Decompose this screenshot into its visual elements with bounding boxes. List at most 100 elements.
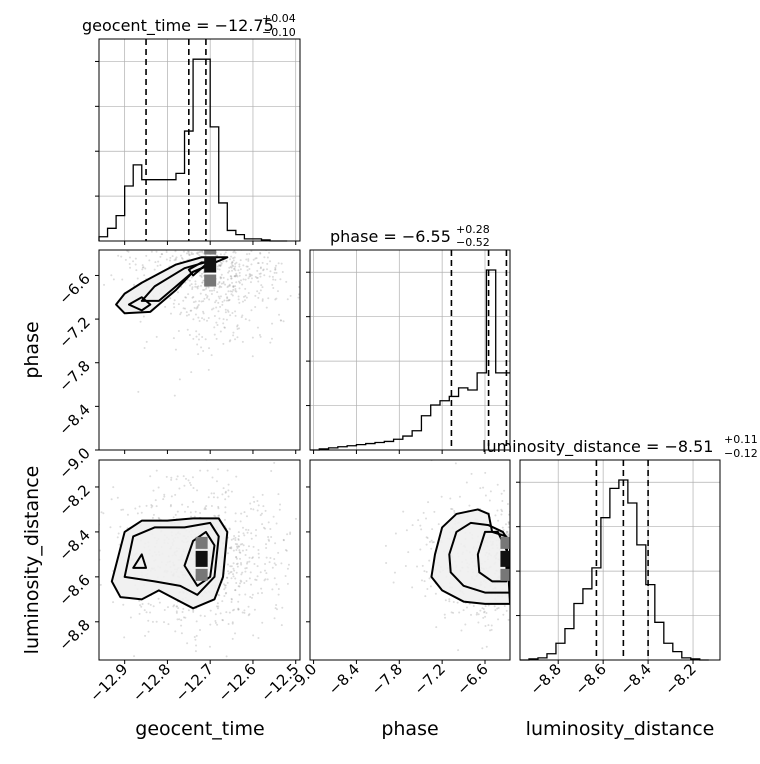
scatter-geocent-distance-sample-point (238, 549, 241, 552)
scatter-geocent-phase-sample-point (276, 290, 279, 293)
scatter-phase-distance-sample-point (586, 639, 588, 641)
scatter-geocent-phase-sample-point (196, 223, 198, 225)
scatter-geocent-phase-sample-point (238, 274, 241, 277)
scatter-geocent-phase-sample-point (273, 232, 275, 234)
scatter-phase-distance-sample-point (542, 591, 544, 593)
scatter-phase-distance-sample-point (511, 577, 513, 579)
scatter-geocent-distance-sample-point (247, 528, 250, 531)
scatter-geocent-distance-sample-point (273, 577, 276, 580)
scatter-phase-distance-sample-point (437, 523, 440, 526)
scatter-geocent-distance-sample-point (271, 588, 274, 591)
scatter-geocent-distance-sample-point (305, 579, 307, 581)
scatter-geocent-distance-sample-point (203, 507, 206, 510)
scatter-geocent-phase-sample-point (199, 292, 202, 295)
scatter-phase-distance-sample-point (502, 529, 505, 532)
scatter-geocent-phase-sample-point (173, 299, 176, 302)
scatter-geocent-distance-sample-point (274, 607, 277, 610)
scatter-geocent-distance-sample-point (234, 538, 237, 541)
scatter-geocent-phase-sample-point (219, 305, 222, 308)
scatter-geocent-distance-sample-point (176, 475, 179, 478)
scatter-geocent-distance-sample-point (265, 556, 268, 559)
scatter-geocent-phase-sample-point (204, 338, 207, 341)
scatter-phase-distance-sample-point (529, 591, 531, 593)
scatter-phase-distance-sample-point (517, 582, 519, 584)
scatter-geocent-phase-sample-point (214, 206, 216, 208)
scatter-geocent-phase-sample-point (274, 266, 277, 269)
scatter-geocent-distance-sample-point (245, 515, 248, 518)
scatter-geocent-phase-sample-point (187, 313, 190, 316)
scatter-geocent-phase-sample-point (248, 273, 251, 276)
scatter-geocent-phase-sample-point (226, 297, 229, 300)
scatter-geocent-phase-sample-point (175, 199, 177, 201)
scatter-phase-distance-sample-point (549, 505, 551, 507)
scatter-geocent-phase-sample-point (44, 204, 46, 206)
scatter-geocent-phase-sample-point (203, 318, 206, 321)
scatter-geocent-phase-sample-point (193, 306, 196, 309)
scatter-geocent-distance-sample-point (143, 609, 146, 612)
scatter-geocent-phase-sample-point (135, 269, 138, 272)
scatter-geocent-phase-sample-point (218, 224, 220, 226)
scatter-geocent-phase-sample-point (230, 277, 233, 280)
scatter-geocent-phase-sample-point (222, 154, 224, 156)
scatter-geocent-phase-sample-point (232, 288, 235, 291)
scatter-geocent-distance-sample-point (264, 509, 267, 512)
scatter-phase-distance-sample-point (549, 560, 551, 562)
scatter-geocent-phase-sample-point (256, 203, 258, 205)
scatter-phase-distance-sample-point (529, 561, 531, 563)
scatter-geocent-phase-sample-point (247, 258, 250, 261)
scatter-geocent-phase-sample-point (222, 244, 224, 246)
scatter-phase-distance-sample-point (536, 533, 538, 535)
scatter-geocent-phase-sample-point (216, 265, 219, 268)
scatter-geocent-phase-sample-point (230, 255, 233, 258)
scatter-phase-distance-sample-point (551, 517, 553, 519)
scatter-geocent-phase-sample-point (239, 279, 242, 282)
scatter-geocent-distance-sample-point (145, 611, 148, 614)
scatter-geocent-phase-sample-point (257, 280, 260, 283)
scatter-phase-distance-sample-point (514, 626, 516, 628)
scatter-geocent-distance-sample-point (305, 602, 307, 604)
scatter-geocent-phase-sample-point (234, 289, 237, 292)
scatter-phase-distance-sample-point (523, 557, 525, 559)
scatter-geocent-phase-sample-point (217, 310, 220, 313)
scatter-phase-distance-sample-point (554, 475, 556, 477)
scatter-geocent-distance-sample-point (222, 487, 225, 490)
scatter-phase-distance-sample-point (534, 557, 536, 559)
scatter-geocent-distance-sample-point (250, 532, 253, 535)
scatter-geocent-phase-sample-point (198, 300, 201, 303)
scatter-geocent-distance-sample-point (231, 622, 234, 625)
scatter-geocent-distance-sample-point (239, 579, 242, 582)
scatter-phase-distance-sample-point (429, 585, 432, 588)
scatter-geocent-distance-sample-point (240, 573, 243, 576)
scatter-geocent-phase-sample-point (159, 237, 161, 239)
scatter-geocent-distance-sample-point (241, 549, 244, 552)
scatter-geocent-phase-sample-point (180, 311, 183, 314)
scatter-geocent-phase-sample-point (217, 232, 219, 234)
scatter-phase-distance-sample-point (562, 593, 564, 595)
scatter-phase-distance-sample-point (503, 489, 506, 492)
scatter-geocent-phase-sample-point (173, 244, 175, 246)
scatter-phase-distance-sample-point (500, 508, 503, 511)
scatter-phase-distance-sample-point (460, 629, 463, 632)
scatter-geocent-phase-sample-point (176, 193, 178, 195)
scatter-geocent-distance-sample-point (158, 517, 161, 520)
scatter-phase-distance-sample-point (523, 542, 525, 544)
scatter-phase-distance-sample-point (523, 575, 525, 577)
scatter-phase-distance-sample-point (582, 539, 584, 541)
scatter-geocent-distance-sample-point (199, 614, 202, 617)
scatter-phase-distance-sample-point (552, 549, 554, 551)
scatter-geocent-phase-sample-point (191, 220, 193, 222)
scatter-geocent-distance-sample-point (249, 571, 252, 574)
scatter-geocent-distance-sample-point (224, 498, 227, 501)
scatter-geocent-phase-sample-point (301, 284, 303, 286)
scatter-geocent-distance-sample-point (210, 504, 213, 507)
scatter-geocent-phase-sample-point (180, 254, 183, 257)
scatter-geocent-distance-sample-point (217, 514, 220, 517)
scatter-geocent-distance-sample-point (260, 512, 263, 515)
scatter-geocent-phase-sample-point (133, 283, 136, 286)
scatter-geocent-phase-sample-point (190, 204, 192, 206)
scatter-phase-distance-sample-point (524, 565, 526, 567)
scatter-phase-distance-sample-point (479, 609, 482, 612)
scatter-phase-distance-sample-point (537, 544, 539, 546)
scatter-phase-distance-sample-point (516, 528, 518, 530)
scatter-geocent-phase-sample-point (184, 307, 187, 310)
